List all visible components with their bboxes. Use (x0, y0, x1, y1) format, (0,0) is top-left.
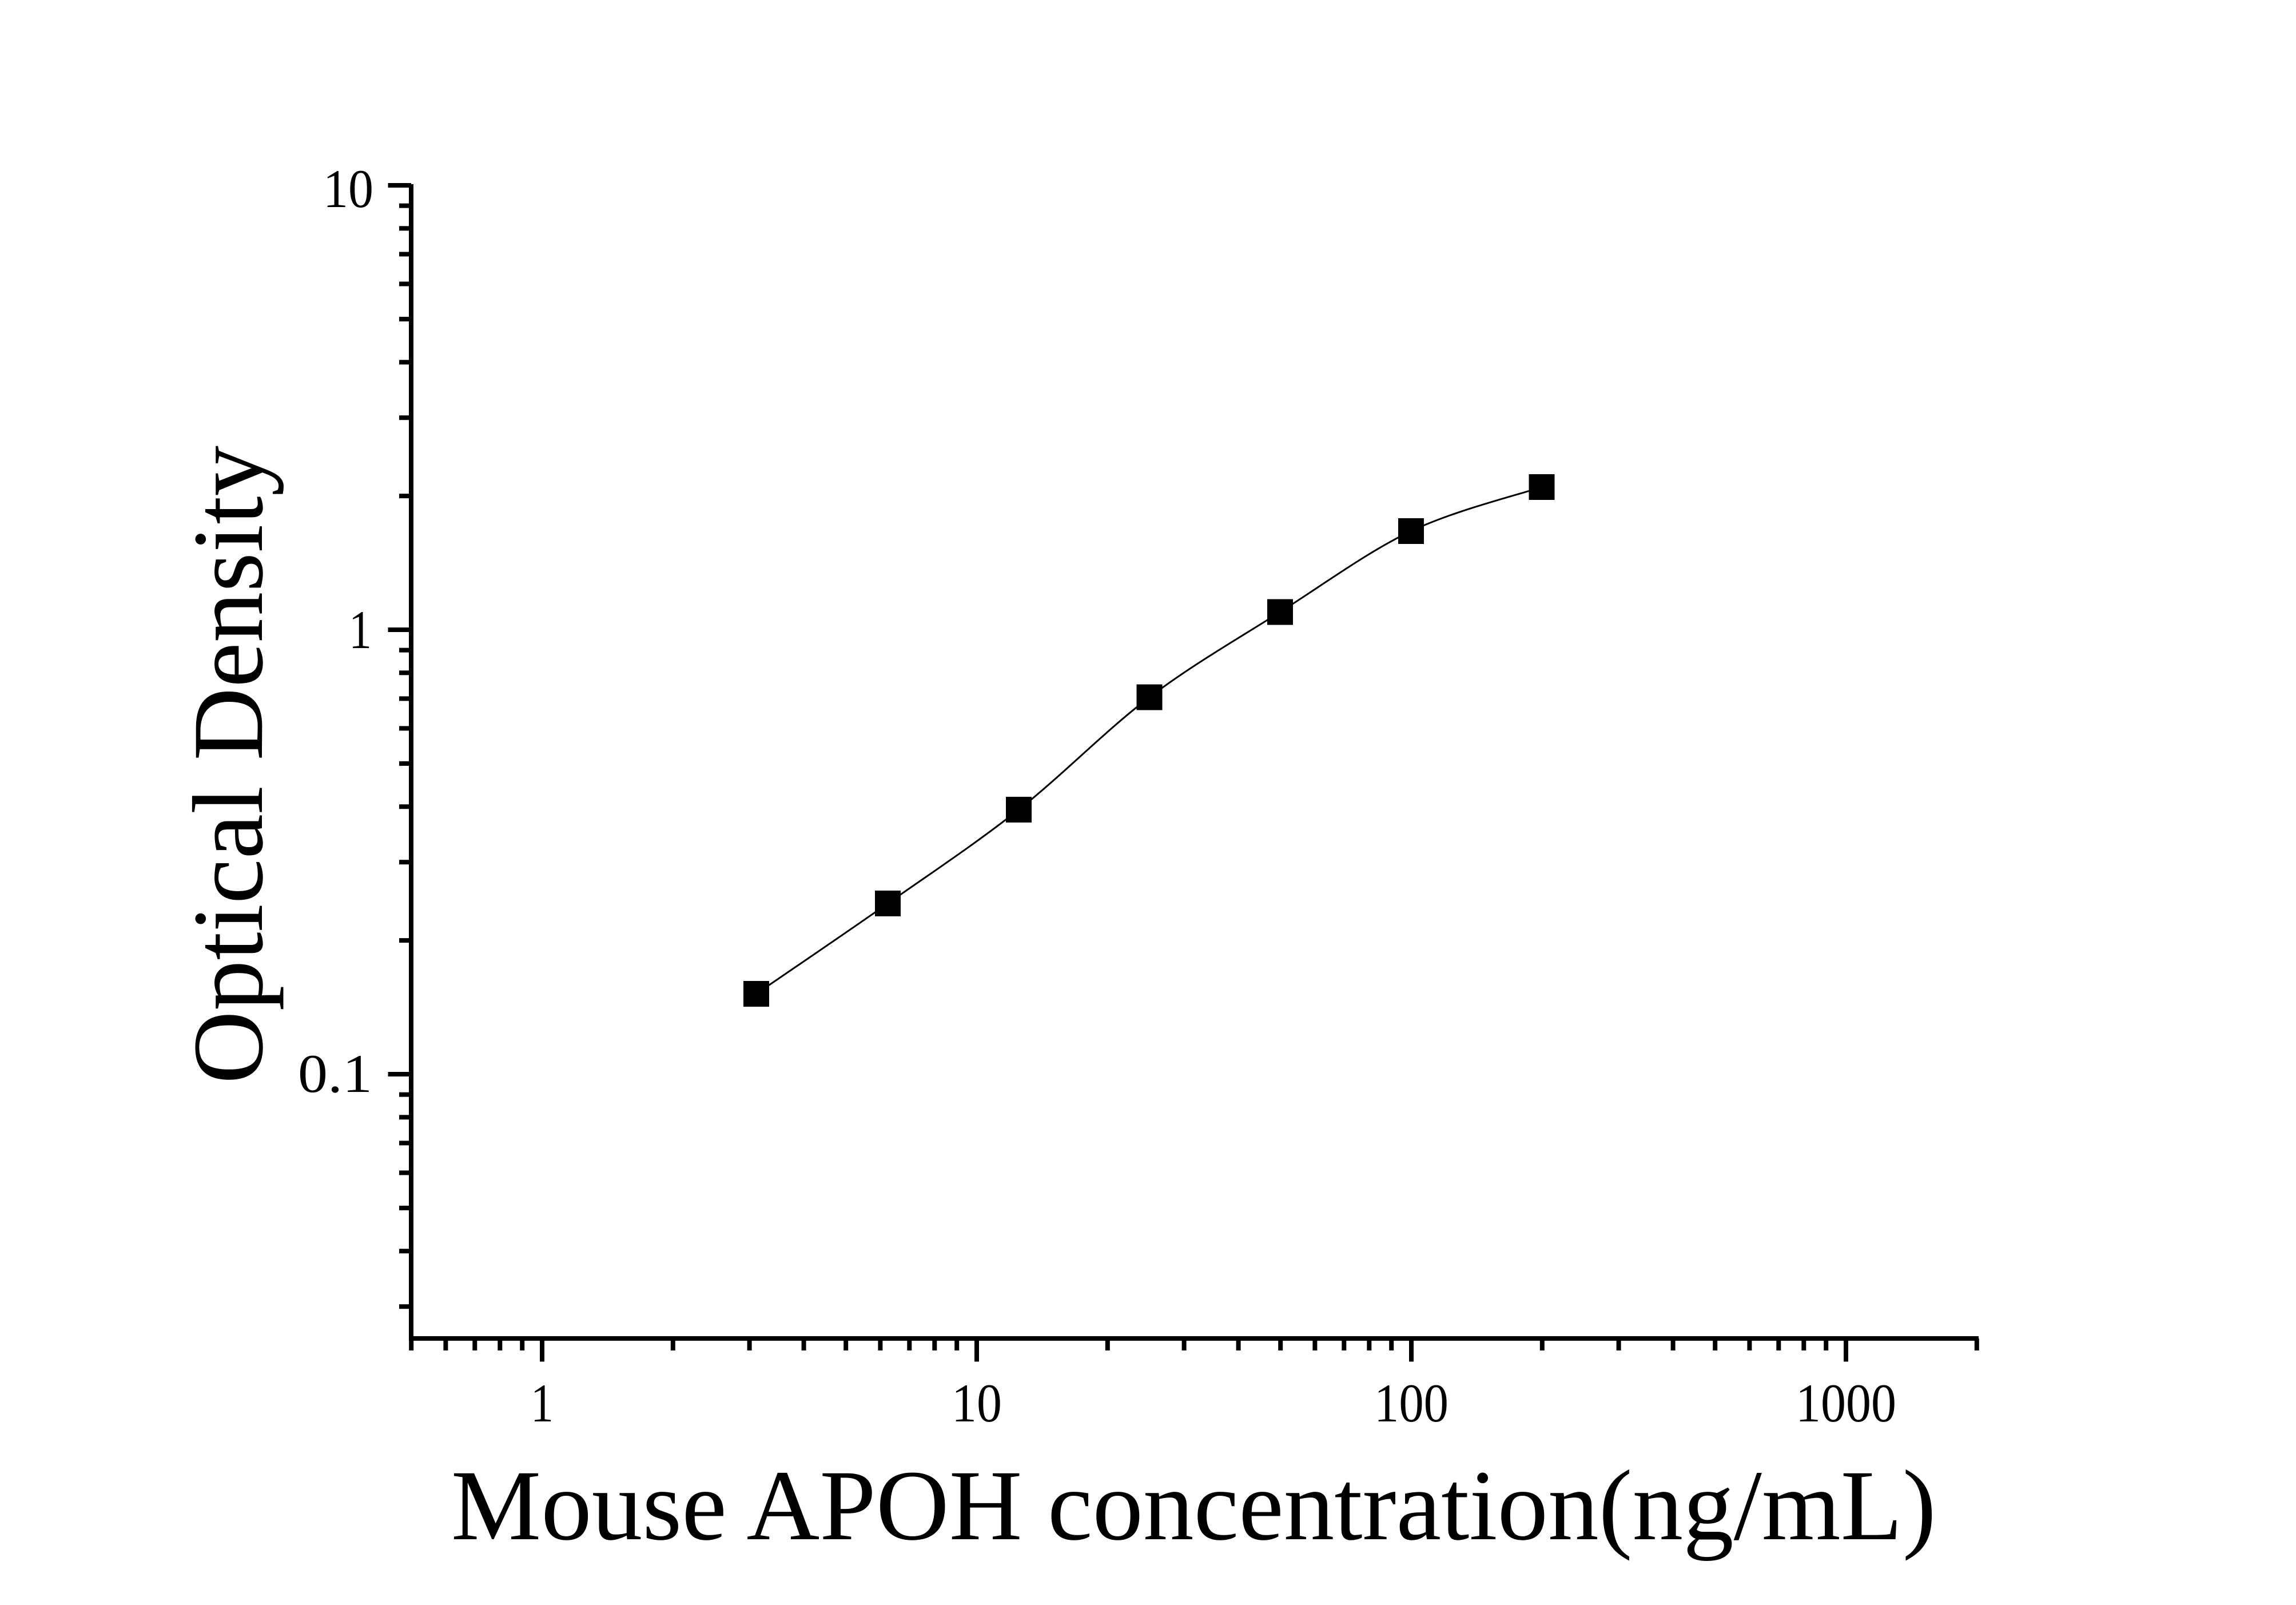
svg-text:Optical Density: Optical Density (173, 446, 284, 1084)
svg-text:1000: 1000 (1796, 1373, 1896, 1433)
svg-text:1: 1 (531, 1373, 554, 1433)
svg-text:1: 1 (349, 599, 372, 660)
svg-text:0.1: 0.1 (298, 1043, 372, 1104)
svg-text:10: 10 (323, 158, 373, 219)
svg-text:Mouse APOH concentration(ng/mL: Mouse APOH concentration(ng/mL) (451, 1450, 1936, 1562)
svg-text:10: 10 (952, 1373, 1002, 1433)
svg-text:100: 100 (1374, 1373, 1449, 1433)
